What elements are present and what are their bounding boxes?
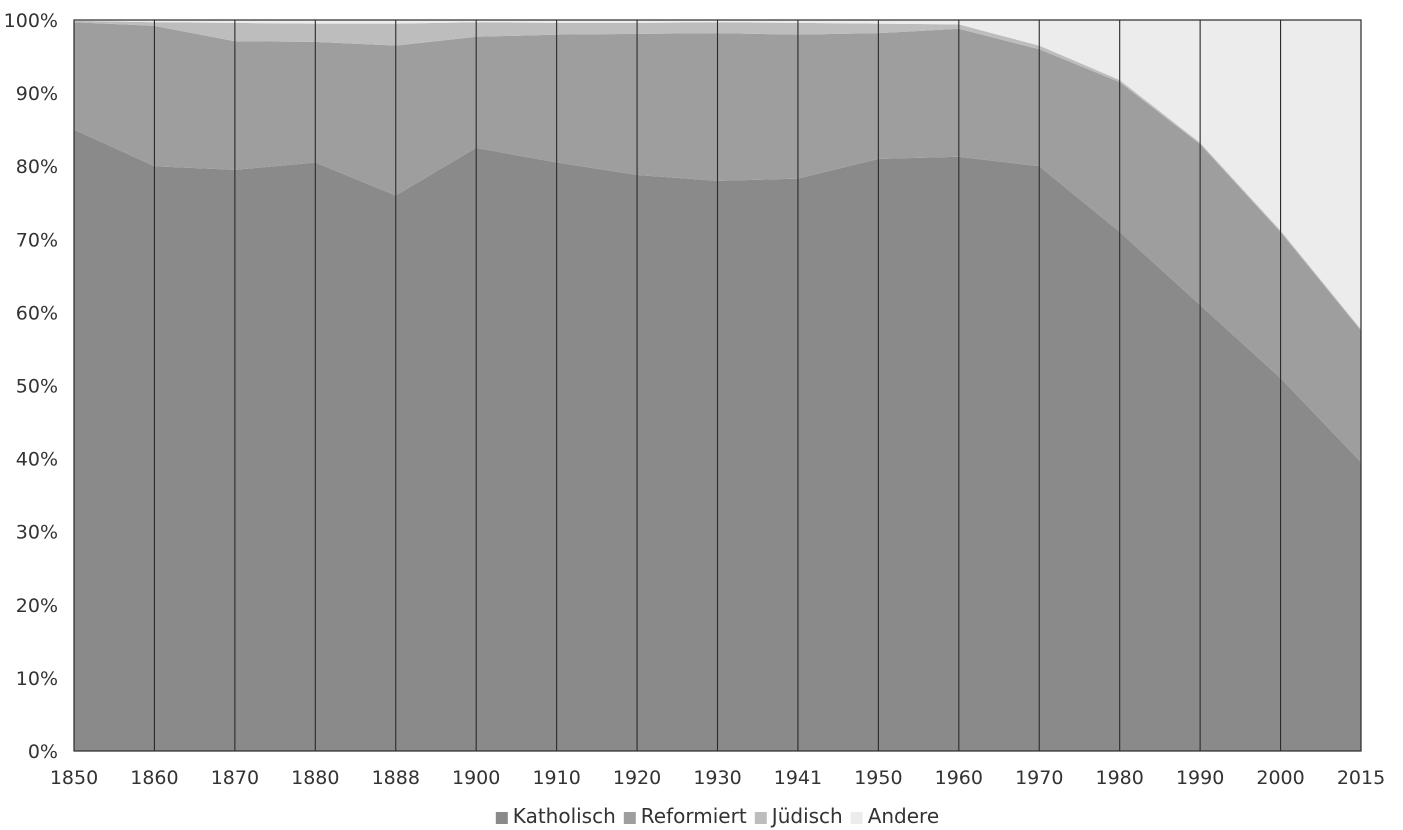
x-tick-label: 1990 — [1176, 767, 1224, 789]
y-tick-label: 50% — [16, 376, 58, 398]
legend-item-katholisch: Katholisch — [495, 804, 616, 828]
y-tick-label: 10% — [16, 668, 58, 690]
legend-label: Jüdisch — [770, 804, 843, 828]
x-axis: 1850 1860 1870 1880 1888 1900 1910 1920 1930 1941… — [50, 767, 1385, 789]
legend-swatch — [495, 812, 508, 824]
legend-swatch — [754, 812, 767, 824]
x-tick-label: 1950 — [854, 767, 902, 789]
x-tick-label: 1880 — [291, 767, 339, 789]
x-tick-label: 1980 — [1096, 767, 1144, 789]
legend-item-j-disch: Jüdisch — [754, 804, 843, 828]
y-tick-label: 100% — [4, 10, 58, 32]
y-tick-label: 60% — [16, 302, 58, 324]
x-tick-label: 1850 — [50, 767, 98, 789]
y-tick-label: 40% — [16, 449, 58, 471]
y-tick-label: 0% — [28, 741, 58, 763]
y-tick-label: 20% — [16, 595, 58, 617]
legend-swatch — [623, 812, 636, 824]
x-tick-label: 1920 — [613, 767, 661, 789]
x-tick-label: 1941 — [774, 767, 822, 789]
x-tick-label: 1860 — [130, 767, 178, 789]
y-axis: 0% 10% 20% 30% 40% 50% 60% 70% 80% 90% 100% — [4, 10, 58, 763]
x-tick-label: 1970 — [1015, 767, 1063, 789]
legend-swatch — [850, 812, 863, 824]
x-tick-label: 1900 — [452, 767, 500, 789]
x-tick-label: 1960 — [935, 767, 983, 789]
x-tick-label: 2000 — [1256, 767, 1304, 789]
legend: Katholisch Reformiert Jüdisch Andere — [495, 804, 939, 828]
y-tick-label: 30% — [16, 522, 58, 544]
y-tick-label: 80% — [16, 156, 58, 178]
y-tick-label: 70% — [16, 229, 58, 251]
x-tick-label: 1870 — [211, 767, 259, 789]
x-tick-label: 1910 — [532, 767, 580, 789]
x-tick-label: 1930 — [693, 767, 741, 789]
legend-item-reformiert: Reformiert — [623, 804, 747, 828]
legend-label: Andere — [868, 804, 939, 828]
area-andere — [74, 20, 1361, 330]
plot-frame — [73, 19, 1362, 752]
legend-item-andere: Andere — [850, 804, 939, 828]
legend-label: Katholisch — [513, 804, 616, 828]
x-tick-label: 1888 — [372, 767, 420, 789]
legend-label: Reformiert — [641, 804, 747, 828]
grid-lines — [153, 20, 1282, 751]
y-tick-label: 90% — [16, 83, 58, 105]
x-tick-label: 2015 — [1337, 767, 1385, 789]
